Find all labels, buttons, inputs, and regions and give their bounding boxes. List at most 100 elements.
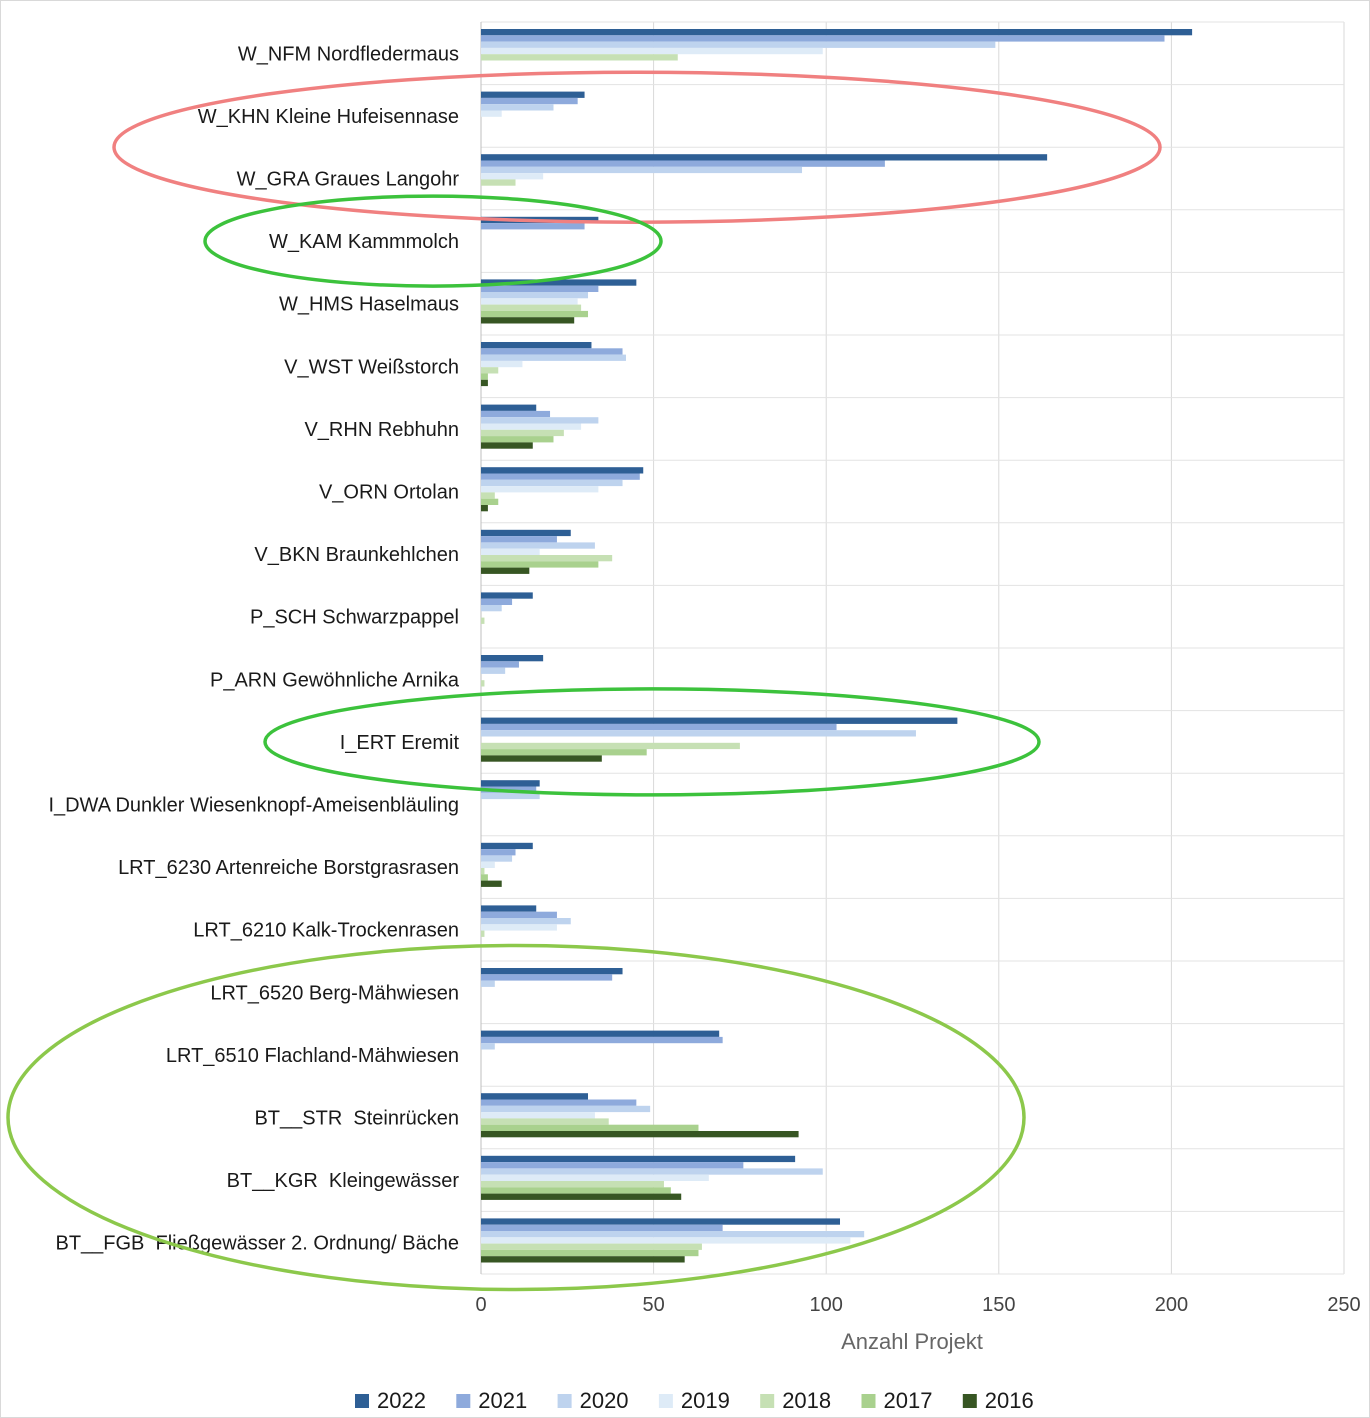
bar-2019-8	[481, 548, 540, 555]
bars	[481, 29, 1193, 1263]
bar-2020-2	[481, 166, 803, 174]
bar-2019-4	[481, 298, 578, 305]
bar-2017-17	[481, 1124, 699, 1131]
bar-2020-19	[481, 1231, 865, 1238]
bar-2019-18	[481, 1174, 709, 1181]
legend-swatch-2018	[760, 1394, 775, 1408]
bar-2018-18	[481, 1181, 664, 1188]
legend-label-2020: 2020	[580, 1388, 629, 1413]
category-label: V_RHN Rebhuhn	[304, 419, 459, 441]
bar-2019-2	[481, 173, 544, 180]
bar-2020-10	[481, 667, 506, 674]
category-label: W_NFM Nordfledermaus	[238, 43, 459, 65]
category-label: W_KHN Kleine Hufeisennase	[198, 106, 459, 128]
bar-2017-4	[481, 310, 589, 318]
legend: 2022 2021 2020 2019 2018 2017 2016	[355, 1388, 1034, 1413]
legend-swatch-2017	[861, 1394, 876, 1408]
x-tick-label: 150	[982, 1294, 1015, 1316]
bar-2020-13	[481, 855, 513, 862]
bar-2021-6	[481, 410, 551, 418]
x-axis-title: Anzahl Projekt	[841, 1329, 983, 1354]
category-label: LRT_6520 Berg-Mähwiesen	[210, 982, 459, 1004]
category-label: BT__KGR Kleingewässer	[227, 1170, 460, 1192]
legend-label-2016: 2016	[985, 1388, 1034, 1413]
bar-2019-17	[481, 1112, 595, 1119]
bar-2022-15	[481, 968, 623, 975]
bar-2020-4	[481, 292, 589, 299]
bar-2017-6	[481, 436, 554, 443]
bar-2018-7	[481, 492, 495, 499]
bar-2022-14	[481, 905, 537, 912]
bar-2020-15	[481, 980, 495, 987]
legend-swatch-2019	[658, 1394, 673, 1408]
bar-2016-17	[481, 1131, 799, 1138]
bar-2016-19	[481, 1256, 685, 1263]
bar-2022-5	[481, 342, 592, 349]
category-label: W_HMS Haselmaus	[279, 294, 459, 316]
category-label: V_ORN Ortolan	[319, 482, 459, 504]
bar-2022-11	[481, 717, 958, 724]
bar-2016-13	[481, 880, 502, 887]
bar-2019-0	[481, 47, 823, 55]
bar-2018-6	[481, 429, 564, 437]
bar-2020-6	[481, 417, 599, 424]
category-label: LRT_6510 Flachland-Mähwiesen	[166, 1045, 459, 1067]
bar-2020-8	[481, 542, 595, 549]
category-labels: W_NFM Nordfledermaus W_KHN Kleine Hufeise…	[48, 43, 459, 1254]
category-label: BT__FGB Fließgewässer 2. Ordnung/ Bäche	[55, 1233, 459, 1255]
legend-label-2017: 2017	[884, 1388, 933, 1413]
bar-2022-8	[481, 529, 571, 537]
category-label: BT__STR Steinrücken	[254, 1108, 459, 1130]
bar-2021-13	[481, 849, 516, 856]
legend-swatch-2021	[456, 1394, 471, 1408]
bar-2020-0	[481, 41, 996, 48]
annotation-ellipse	[263, 687, 1041, 797]
bar-2022-1	[481, 91, 585, 98]
x-tick-labels: 0 50 100 150 200 250	[475, 1294, 1360, 1316]
bar-2017-7	[481, 498, 499, 505]
legend-label-2021: 2021	[478, 1388, 527, 1413]
bar-2020-12	[481, 792, 540, 800]
x-tick-label: 0	[475, 1294, 486, 1316]
bar-2016-8	[481, 567, 530, 574]
bar-2018-4	[481, 304, 582, 311]
bar-2016-11	[481, 755, 602, 762]
bar-2018-2	[481, 179, 516, 186]
bar-2018-17	[481, 1118, 609, 1125]
category-label: P_SCH Schwarzpappel	[250, 607, 459, 629]
bar-2019-13	[481, 861, 495, 868]
bar-2019-1	[481, 110, 502, 117]
x-tick-label: 50	[642, 1294, 664, 1316]
bar-2021-0	[481, 35, 1165, 42]
bar-2019-5	[481, 360, 523, 368]
bar-2020-14	[481, 918, 571, 925]
bar-2022-12	[481, 780, 540, 787]
bar-2018-14	[481, 930, 485, 937]
legend-label-2019: 2019	[681, 1388, 730, 1413]
legend-label-2018: 2018	[782, 1388, 831, 1413]
bar-2018-9	[481, 617, 485, 624]
bar-2021-3	[481, 223, 585, 230]
bar-2022-19	[481, 1218, 841, 1225]
bar-2018-8	[481, 555, 613, 562]
legend-swatch-2016	[962, 1394, 977, 1408]
gridlines	[480, 21, 1345, 1275]
bar-2016-6	[481, 442, 533, 449]
bar-2016-7	[481, 505, 488, 512]
bar-2021-5	[481, 348, 623, 355]
bar-2019-14	[481, 924, 557, 931]
bar-2016-18	[481, 1193, 682, 1200]
bar-2021-2	[481, 160, 885, 167]
legend-label-2022: 2022	[377, 1388, 426, 1413]
category-label: V_WST Weißstorch	[284, 356, 459, 378]
category-label: LRT_6230 Artenreiche Borstgrasrasen	[118, 857, 459, 879]
bar-2017-8	[481, 561, 599, 568]
bar-2017-13	[481, 874, 488, 881]
bar-2022-2	[481, 154, 1048, 161]
bar-2021-15	[481, 974, 613, 981]
bar-2020-11	[481, 730, 916, 737]
bar-2021-10	[481, 661, 519, 668]
bar-2022-18	[481, 1155, 796, 1163]
bar-2022-7	[481, 467, 644, 474]
category-label: V_BKN Braunkehlchen	[254, 544, 459, 566]
